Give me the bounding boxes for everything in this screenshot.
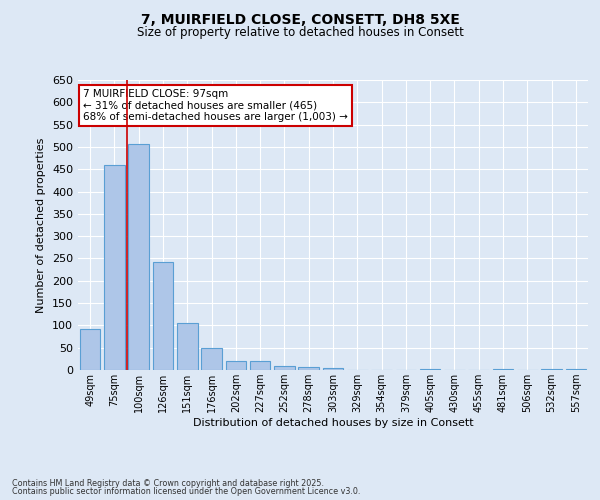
Bar bbox=[177, 322, 197, 370]
Bar bbox=[250, 361, 271, 370]
Bar bbox=[298, 367, 319, 370]
X-axis label: Distribution of detached houses by size in Consett: Distribution of detached houses by size … bbox=[193, 418, 473, 428]
Text: Contains HM Land Registry data © Crown copyright and database right 2025.: Contains HM Land Registry data © Crown c… bbox=[12, 478, 324, 488]
Bar bbox=[323, 368, 343, 370]
Bar bbox=[201, 348, 222, 370]
Bar bbox=[566, 369, 586, 370]
Bar bbox=[152, 262, 173, 370]
Bar bbox=[104, 165, 125, 370]
Bar bbox=[420, 368, 440, 370]
Bar bbox=[493, 368, 514, 370]
Bar bbox=[80, 330, 100, 370]
Text: 7 MUIRFIELD CLOSE: 97sqm
← 31% of detached houses are smaller (465)
68% of semi-: 7 MUIRFIELD CLOSE: 97sqm ← 31% of detach… bbox=[83, 88, 348, 122]
Y-axis label: Number of detached properties: Number of detached properties bbox=[37, 138, 46, 312]
Text: 7, MUIRFIELD CLOSE, CONSETT, DH8 5XE: 7, MUIRFIELD CLOSE, CONSETT, DH8 5XE bbox=[140, 12, 460, 26]
Bar bbox=[226, 361, 246, 370]
Bar bbox=[128, 144, 149, 370]
Text: Size of property relative to detached houses in Consett: Size of property relative to detached ho… bbox=[137, 26, 463, 39]
Text: Contains public sector information licensed under the Open Government Licence v3: Contains public sector information licen… bbox=[12, 487, 361, 496]
Bar bbox=[274, 366, 295, 370]
Bar bbox=[541, 368, 562, 370]
